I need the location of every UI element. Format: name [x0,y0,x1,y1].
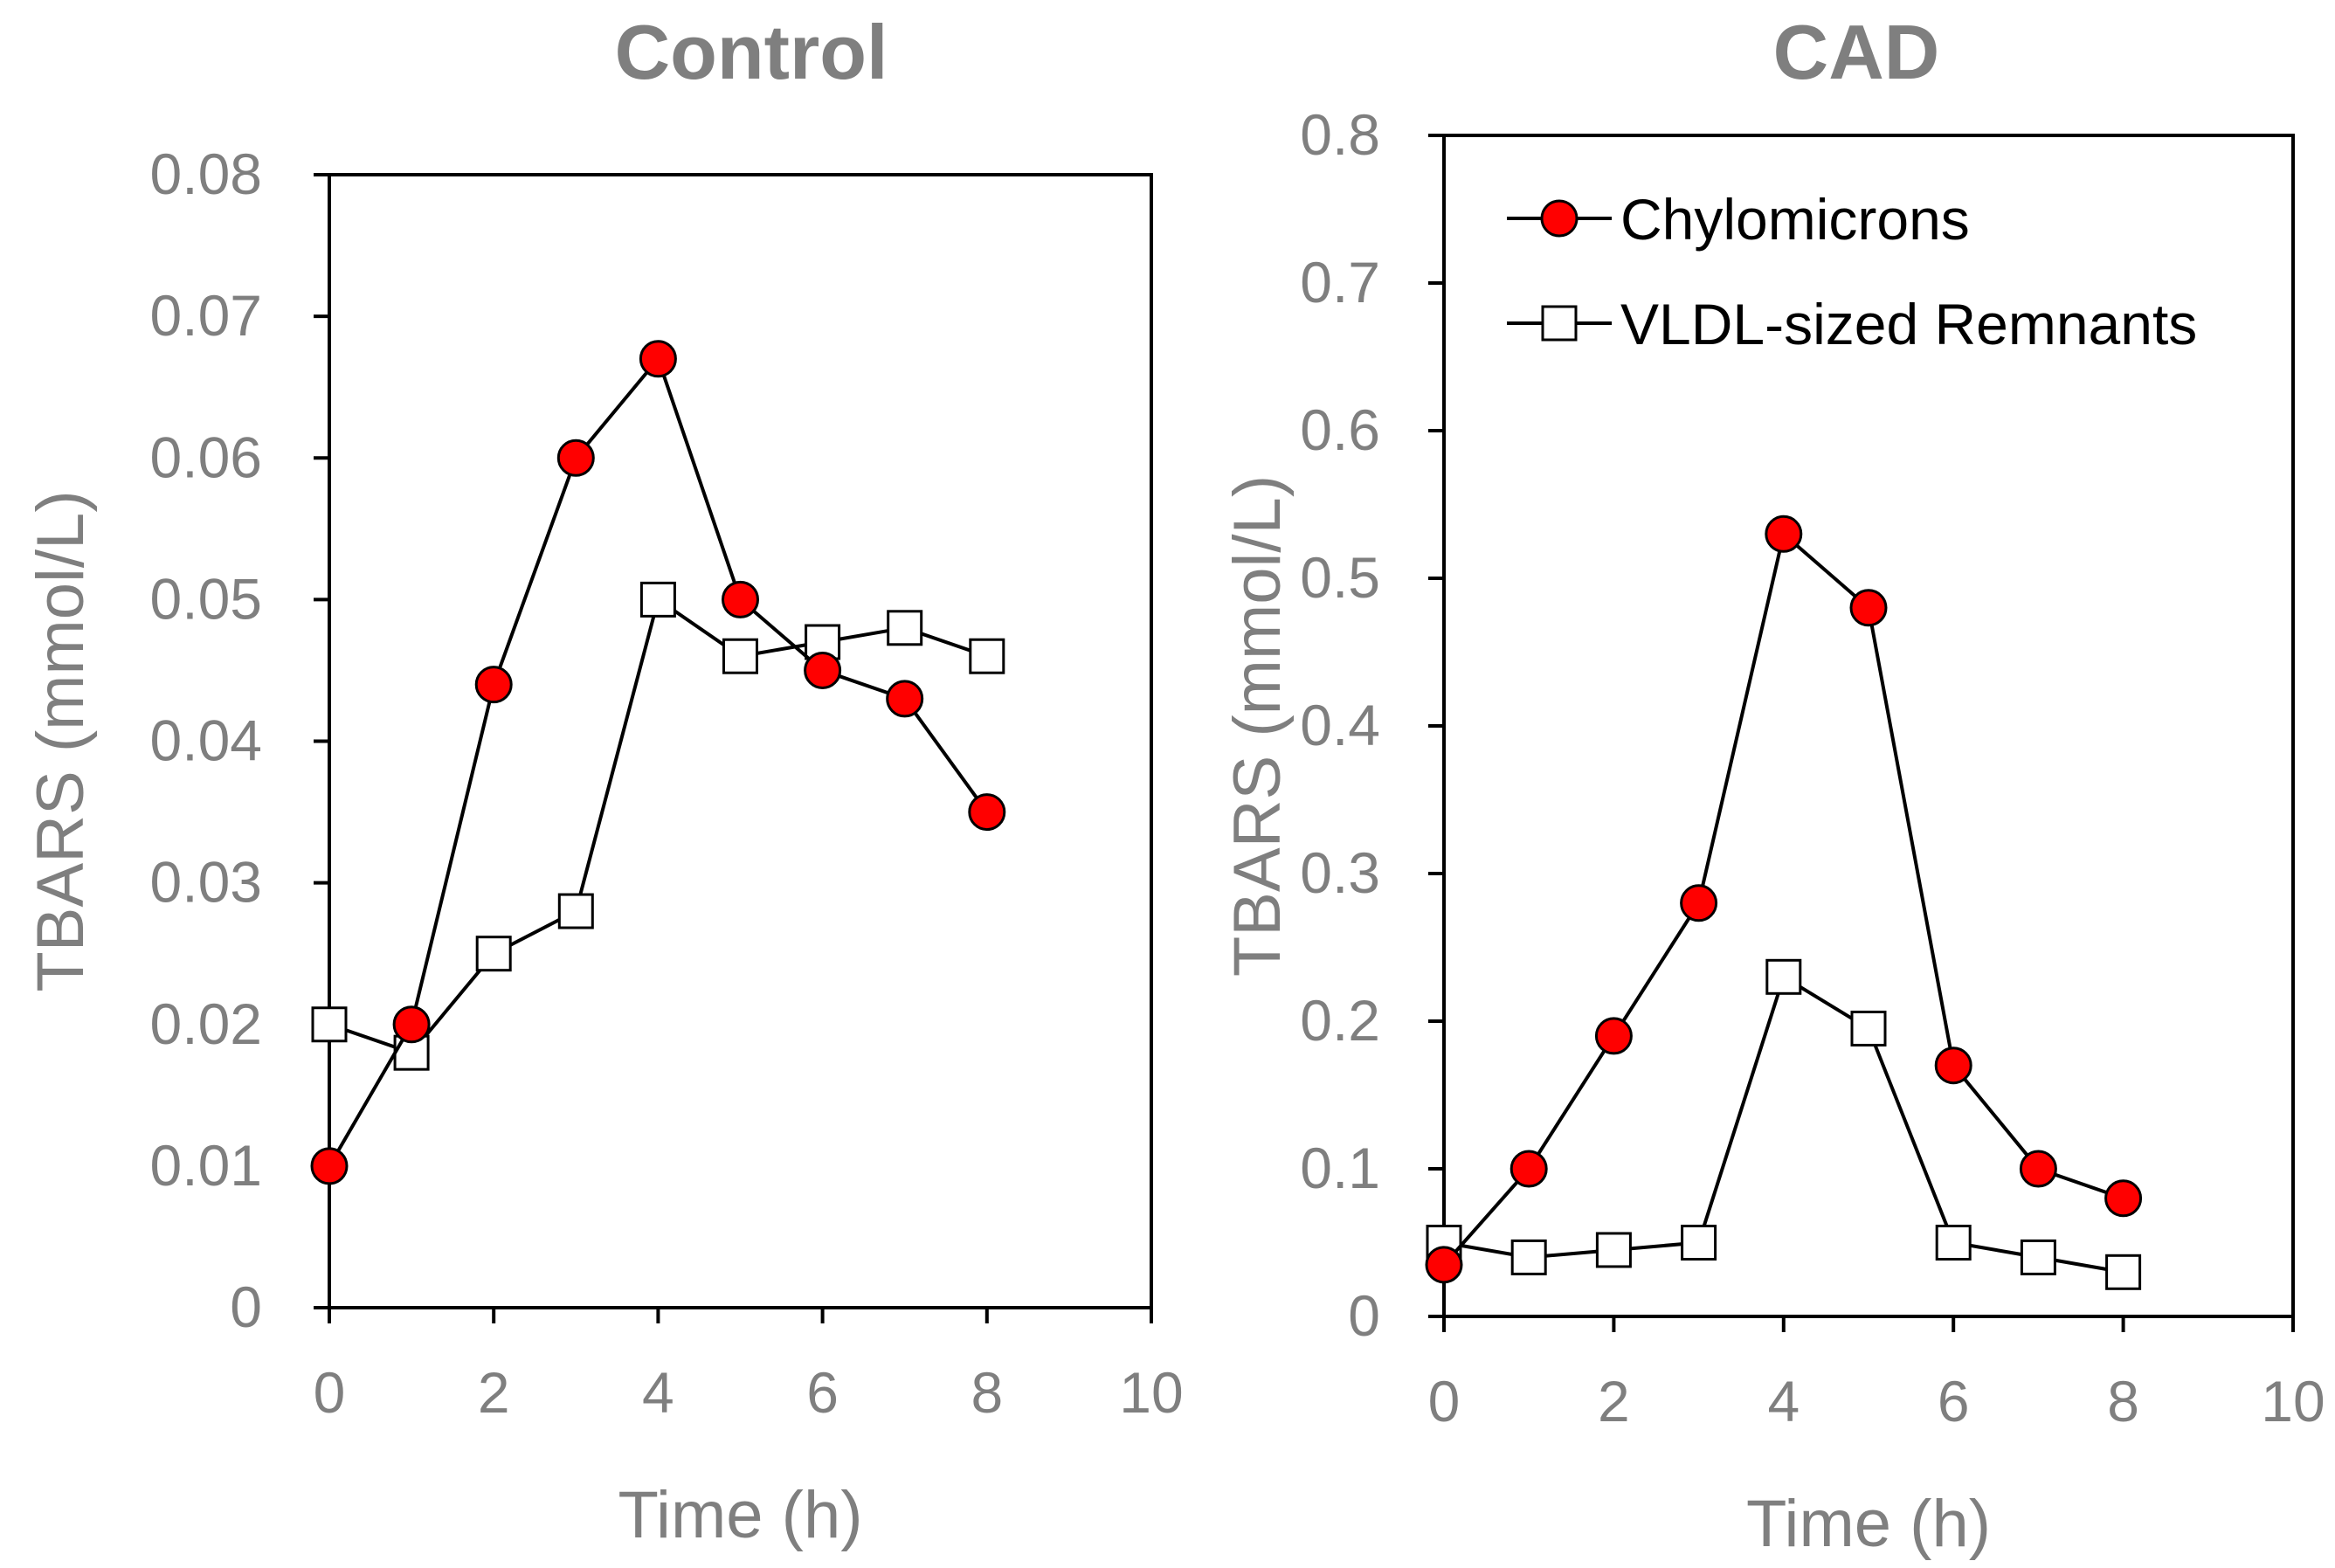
y-tick-label: 0.06 [150,425,262,489]
data-point-remnants [475,936,512,972]
data-point-remnants [311,1006,348,1043]
x-tick-label: 6 [1938,1369,1970,1433]
legend-marker-square [1541,305,1578,342]
x-tick-label: 2 [1598,1369,1630,1433]
data-point-remnants [969,638,1005,674]
x-tick-label: 2 [478,1360,510,1425]
data-point-remnants [2020,1239,2056,1275]
x-tick-label: 8 [2107,1369,2139,1433]
y-tick-label: 0.7 [1300,250,1380,314]
data-point-remnants [2105,1254,2142,1290]
data-point-chylomicrons [1934,1046,1972,1085]
data-point-chylomicrons [2104,1179,2143,1218]
data-point-chylomicrons [1765,515,1803,553]
data-point-chylomicrons [392,1005,431,1044]
legend-label: Chylomicrons [1620,187,1970,252]
series-line-remnants [1443,974,2124,1274]
y-tick-label: 0.1 [1300,1136,1380,1200]
series-line-chylomicrons [1442,530,2124,1267]
y-axis-label: TBARS (mmol/L) [24,490,98,991]
y-tick-label: 0 [1348,1283,1380,1348]
data-point-remnants [1850,1010,1887,1046]
data-point-remnants [1935,1225,1972,1261]
y-tick-label: 0.03 [150,850,262,915]
y-tick-label: 0.6 [1300,397,1380,462]
y-tick-label: 0.08 [150,142,262,206]
chart-title: CAD [1773,9,1940,95]
data-point-chylomicrons [2019,1150,2057,1188]
data-point-remnants [1595,1232,1632,1268]
data-point-remnants [1681,1225,1717,1261]
data-point-remnants [1765,958,1802,995]
chart-panel-0: Control 0 0.01 0.02 0.03 0.04 0.05 0.06 0.07 0.08… [24,9,1184,1552]
x-tick-label: 4 [1767,1369,1800,1433]
x-tick-label: 8 [971,1360,1003,1425]
data-point-chylomicrons [722,580,759,618]
x-tick-label: 4 [642,1360,674,1425]
x-tick-label: 10 [1119,1360,1183,1425]
data-point-chylomicrons [1425,1246,1463,1284]
y-tick-label: 0.07 [150,283,262,348]
data-point-chylomicrons [1594,1017,1633,1055]
x-tick-label: 6 [806,1360,839,1425]
data-point-remnants [557,893,594,929]
plot-area-frame [328,173,1153,1309]
legend-label: VLDL-sized Remnants [1620,292,2197,356]
series-line-remnants [328,597,988,1055]
y-tick-label: 0.8 [1300,102,1380,167]
data-point-chylomicrons [1680,884,1718,922]
x-axis-label: Time (h) [1746,1487,1991,1561]
data-point-chylomicrons [639,340,677,378]
y-tick-label: 0.02 [150,991,262,1056]
y-tick-label: 0 [230,1274,262,1339]
data-point-chylomicrons [556,439,595,477]
data-point-remnants [1510,1239,1547,1275]
data-point-chylomicrons [1509,1150,1548,1188]
chart-panel-1: CAD 0 0.1 0.2 0.3 0.4 0.5 0.6 0.7 0.8 0 2 4 6 8 10 Time … [1220,9,2325,1561]
y-tick-label: 0.3 [1300,840,1380,905]
y-tick-label: 0.4 [1300,693,1380,757]
x-axis-label: Time (h) [618,1478,862,1552]
data-point-chylomicrons [968,793,1006,832]
x-tick-label: 10 [2261,1369,2325,1433]
y-tick-label: 0.2 [1300,988,1380,1053]
x-tick-label: 0 [1428,1369,1461,1433]
data-point-remnants [722,638,758,674]
data-point-chylomicrons [804,651,842,689]
y-tick-label: 0.04 [150,708,262,773]
data-point-chylomicrons [310,1147,349,1185]
data-point-chylomicrons [1849,589,1888,627]
legend: Chylomicrons VLDL-sized Remnants [1507,187,2197,356]
x-tick-label: 0 [314,1360,346,1425]
data-point-chylomicrons [474,666,513,704]
data-point-chylomicrons [886,680,924,718]
data-point-remnants [639,581,676,618]
legend-marker-circle [1540,199,1579,238]
y-tick-label: 0.5 [1300,545,1380,610]
data-point-remnants [887,610,923,646]
chart-title: Control [615,9,888,95]
y-tick-label: 0.05 [150,566,262,631]
y-axis-label: TBARS (mmol/L) [1220,475,1295,977]
y-tick-label: 0.01 [150,1133,262,1198]
